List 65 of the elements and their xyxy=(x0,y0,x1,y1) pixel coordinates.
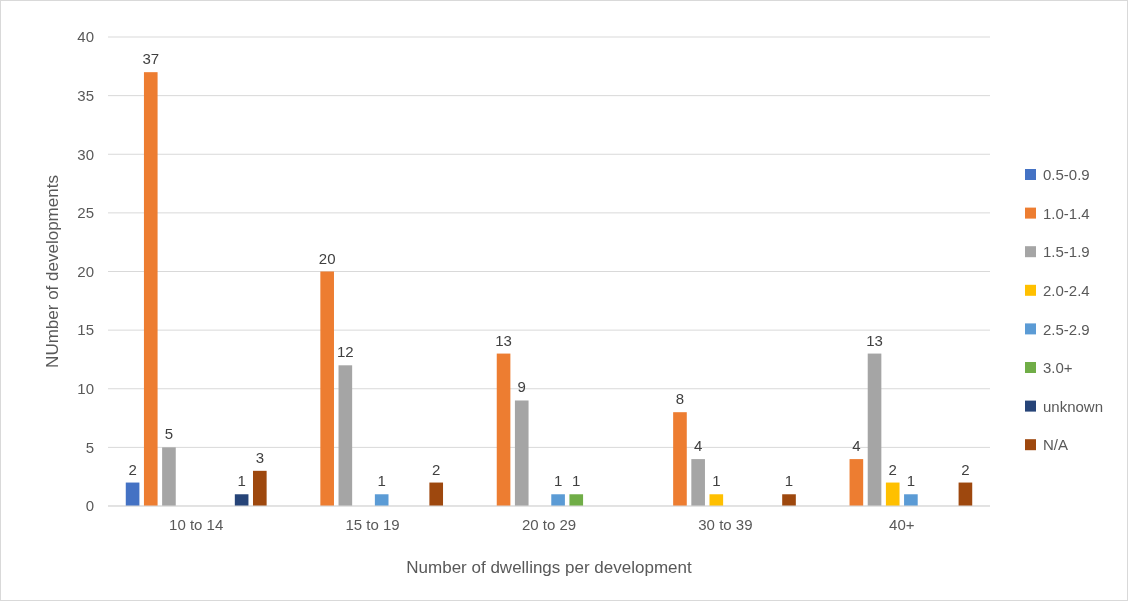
legend-label: 2.5-2.9 xyxy=(1043,320,1090,338)
data-label: 37 xyxy=(142,50,160,68)
bar xyxy=(849,459,864,506)
bar xyxy=(143,72,158,506)
data-label: 4 xyxy=(852,437,861,455)
bar xyxy=(904,494,918,506)
x-tick-label: 20 to 29 xyxy=(521,516,577,533)
bar xyxy=(338,365,353,506)
y-tick-label: 35 xyxy=(77,86,94,104)
bar xyxy=(162,447,176,506)
y-tick-label: 15 xyxy=(77,321,94,339)
y-tick-label: 20 xyxy=(77,262,94,280)
data-label: 4 xyxy=(693,437,703,455)
bar xyxy=(514,400,529,506)
legend-label: unknown xyxy=(1043,397,1104,415)
data-label: 2 xyxy=(128,460,137,478)
x-axis-title: Number of dwellings per development xyxy=(406,558,692,577)
data-label: 2 xyxy=(432,460,441,478)
bar xyxy=(782,494,796,506)
data-label: 13 xyxy=(495,331,512,349)
data-label: 9 xyxy=(517,378,526,396)
y-axis-title: NUmber of developments xyxy=(43,175,62,368)
bar xyxy=(253,470,267,506)
x-tick-label: 30 to 39 xyxy=(698,516,753,533)
bar xyxy=(867,353,882,506)
data-label: 5 xyxy=(164,425,174,443)
bar xyxy=(673,412,687,506)
legend-label: 2.0-2.4 xyxy=(1043,282,1090,300)
data-label: 1 xyxy=(784,472,794,490)
data-label: 2 xyxy=(961,460,970,478)
bar xyxy=(709,494,724,506)
y-tick-label: 30 xyxy=(77,145,94,163)
bar xyxy=(496,353,511,506)
legend-label: 1.0-1.4 xyxy=(1043,204,1090,222)
bar xyxy=(374,494,389,506)
data-label: 1 xyxy=(572,472,581,490)
data-label: 1 xyxy=(237,472,246,490)
x-tick-label: 15 to 19 xyxy=(345,516,400,533)
x-tick-label: 10 to 14 xyxy=(169,516,224,533)
data-label: 3 xyxy=(255,448,264,466)
legend-label: 3.0+ xyxy=(1043,359,1073,377)
bar xyxy=(551,494,565,506)
legend-label: N/A xyxy=(1043,436,1069,454)
data-label: 13 xyxy=(866,331,883,349)
bar xyxy=(569,494,584,506)
data-label: 1 xyxy=(712,472,721,490)
legend-label: 1.5-1.9 xyxy=(1043,243,1090,261)
x-tick-label: 40+ xyxy=(889,516,915,533)
data-label: 1 xyxy=(553,472,563,490)
y-tick-label: 25 xyxy=(77,204,94,222)
y-tick-label: 10 xyxy=(77,380,94,397)
data-label: 20 xyxy=(318,249,336,267)
bar xyxy=(885,482,900,506)
bar xyxy=(691,459,705,506)
bar xyxy=(429,482,444,506)
y-tick-label: 5 xyxy=(85,438,94,456)
legend-label: 0.5-0.9 xyxy=(1043,166,1090,184)
y-tick-label: 0 xyxy=(85,497,94,515)
bar xyxy=(320,271,334,506)
data-label: 12 xyxy=(336,343,354,361)
data-label: 8 xyxy=(675,390,685,408)
y-tick-label: 40 xyxy=(77,28,94,46)
data-label: 1 xyxy=(377,472,386,490)
data-label: 1 xyxy=(906,472,916,490)
data-label: 2 xyxy=(888,460,897,478)
